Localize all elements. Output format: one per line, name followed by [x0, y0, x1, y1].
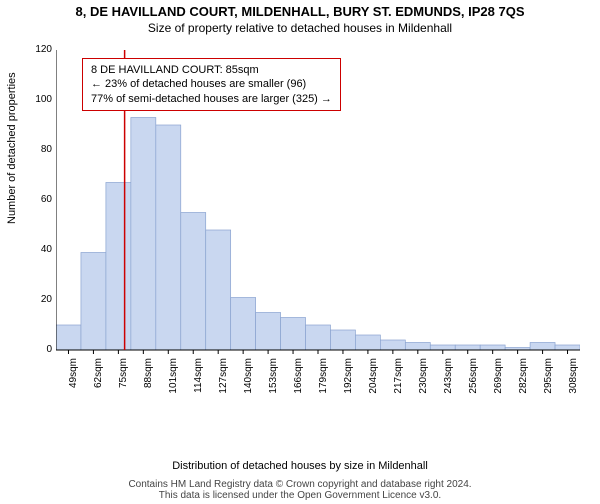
y-axis-label: Number of detached properties: [6, 72, 18, 224]
x-tick-label: 101sqm: [168, 358, 179, 398]
info-line-1: 8 DE HAVILLAND COURT: 85sqm: [91, 63, 332, 77]
x-tick-label: 114sqm: [193, 358, 204, 398]
footer-line-2: This data is licensed under the Open Gov…: [0, 490, 600, 501]
x-tick-label: 62sqm: [93, 358, 104, 398]
info-box: 8 DE HAVILLAND COURT: 85sqm ← 23% of det…: [82, 58, 341, 111]
page-title-sub: Size of property relative to detached ho…: [0, 21, 600, 35]
page-title-main: 8, DE HAVILLAND COURT, MILDENHALL, BURY …: [0, 4, 600, 19]
info-line-2: ← 23% of detached houses are smaller (96…: [91, 77, 332, 91]
x-tick-label: 127sqm: [218, 358, 229, 398]
x-tick-label: 140sqm: [243, 358, 254, 398]
x-tick-label: 166sqm: [293, 358, 304, 398]
x-tick-label: 308sqm: [568, 358, 579, 398]
info-line-3: 77% of semi-detached houses are larger (…: [91, 92, 332, 106]
x-tick-label: 256sqm: [468, 358, 479, 398]
x-tick-label: 88sqm: [143, 358, 154, 398]
x-tick-label: 217sqm: [393, 358, 404, 398]
y-tick-label: 40: [24, 244, 52, 255]
x-tick-label: 295sqm: [543, 358, 554, 398]
y-tick-label: 120: [24, 44, 52, 55]
x-tick-label: 243sqm: [443, 358, 454, 398]
x-tick-label: 204sqm: [368, 358, 379, 398]
y-tick-label: 100: [24, 94, 52, 105]
footer-line-1: Contains HM Land Registry data © Crown c…: [0, 479, 600, 490]
y-tick-label: 60: [24, 194, 52, 205]
y-tick-label: 0: [24, 344, 52, 355]
x-tick-label: 192sqm: [343, 358, 354, 398]
x-tick-label: 75sqm: [118, 358, 129, 398]
x-axis-label: Distribution of detached houses by size …: [0, 460, 600, 472]
x-tick-label: 269sqm: [493, 358, 504, 398]
x-tick-label: 230sqm: [418, 358, 429, 398]
footer: Contains HM Land Registry data © Crown c…: [0, 479, 600, 501]
y-tick-label: 80: [24, 144, 52, 155]
x-tick-label: 153sqm: [268, 358, 279, 398]
x-tick-label: 49sqm: [68, 358, 79, 398]
y-tick-label: 20: [24, 294, 52, 305]
x-tick-label: 282sqm: [518, 358, 529, 398]
x-tick-label: 179sqm: [318, 358, 329, 398]
